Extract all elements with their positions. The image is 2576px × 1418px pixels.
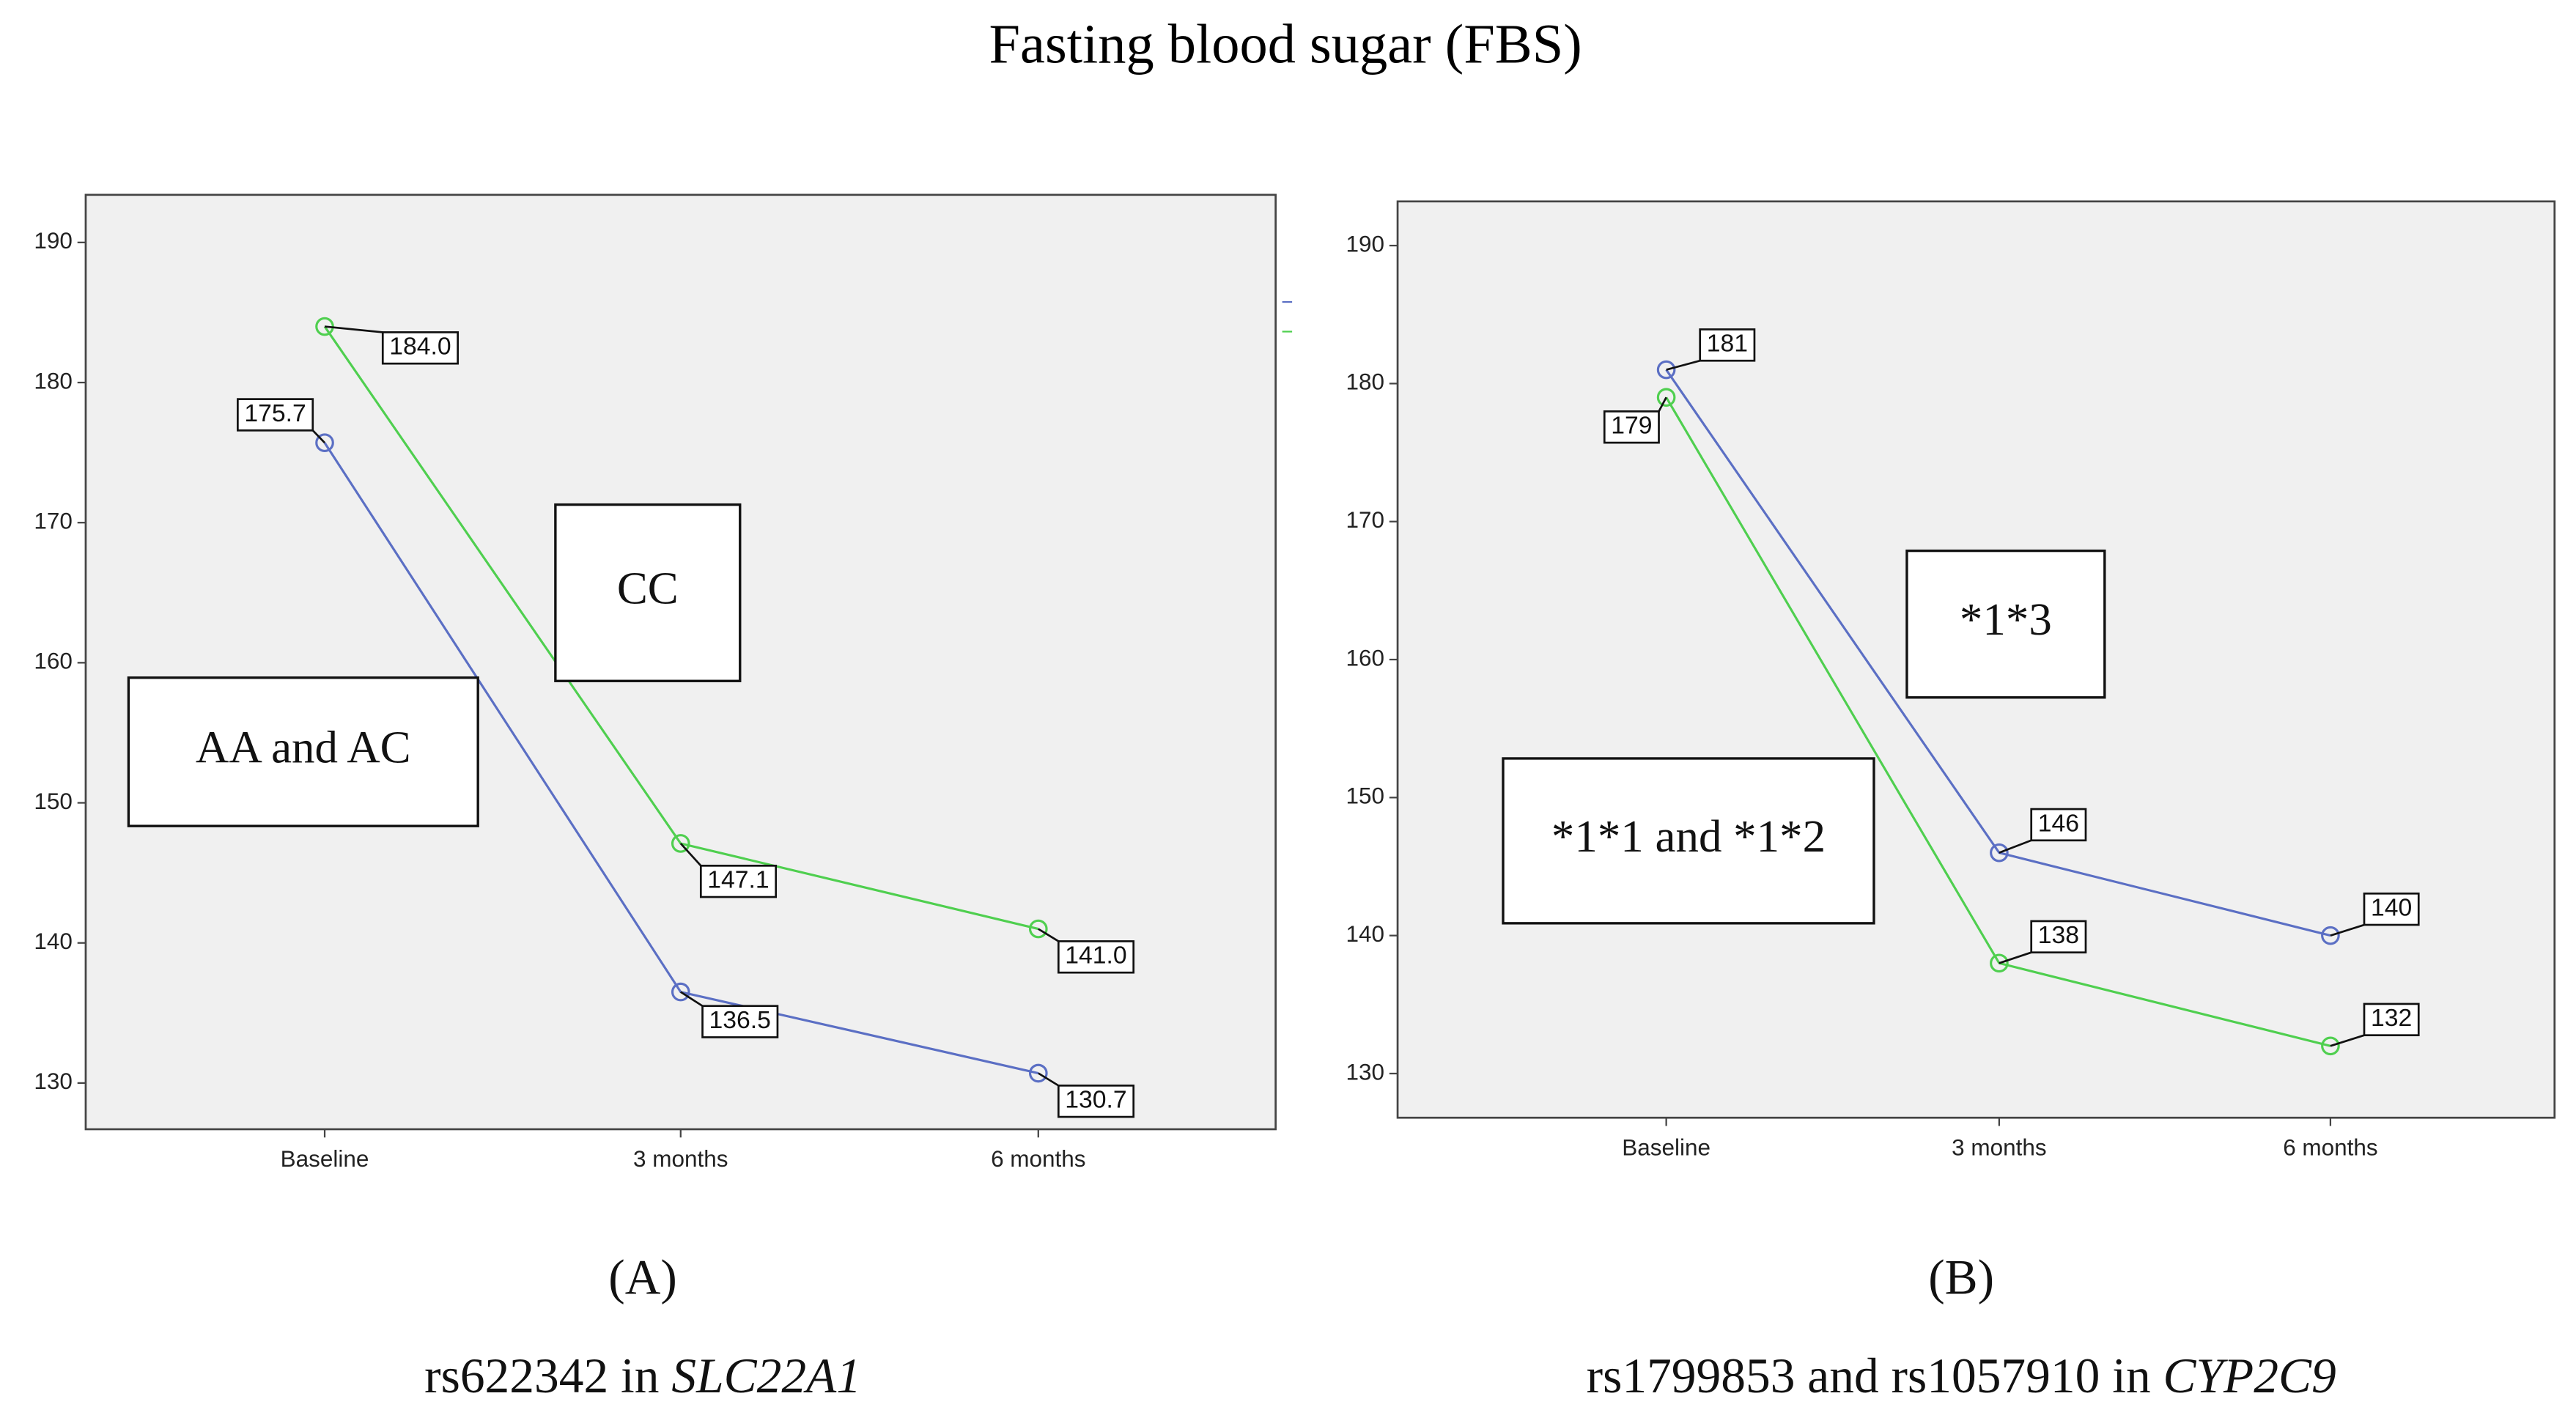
y-tick-label: 150: [1346, 783, 1385, 809]
data-label-box: [2363, 1002, 2420, 1037]
data-label: 136.5: [709, 1006, 771, 1034]
point-marker: [315, 433, 334, 453]
x-tick-label: 3 months: [1952, 1134, 2046, 1160]
y-tick-label: 130: [34, 1068, 73, 1094]
point-marker: [1990, 843, 2009, 863]
series-name: AA and AC: [196, 721, 411, 772]
data-label-box: [237, 398, 314, 432]
data-label: 132: [2371, 1004, 2412, 1032]
y-tick-label: 180: [1346, 369, 1385, 395]
caption-text: rs622342 in: [424, 1349, 671, 1404]
series-name-box: [127, 676, 479, 827]
x-tick-label: 3 months: [633, 1146, 728, 1172]
y-tick-label: 140: [34, 928, 73, 954]
series-name-box: [1502, 757, 1875, 925]
point-marker: [1028, 1063, 1048, 1083]
label-leader: [1999, 839, 2032, 854]
data-label: 141.0: [1065, 942, 1126, 970]
series-name: *1*1 and *1*2: [1551, 810, 1826, 862]
caption-gene: CYP2C9: [2163, 1349, 2336, 1404]
caption-text: rs1799853 and rs1057910 in: [1587, 1349, 2163, 1404]
panel-label: (A): [608, 1250, 677, 1305]
label-leader: [311, 429, 326, 444]
point-marker: [2321, 1036, 2340, 1056]
data-label: 175.7: [244, 399, 306, 427]
series-name-box: [554, 503, 742, 682]
y-tick-label: 160: [1346, 645, 1385, 671]
y-tick-label: 160: [34, 649, 73, 674]
series-name: *1*3: [1960, 594, 2052, 645]
x-tick-label: 6 months: [991, 1146, 1085, 1172]
x-tick-label: 6 months: [2283, 1134, 2377, 1160]
label-leader: [2330, 923, 2365, 937]
label-leader: [1038, 928, 1060, 942]
data-label: 130.7: [1065, 1086, 1126, 1114]
y-tick-label: 170: [1346, 507, 1385, 533]
point-marker: [1656, 360, 1676, 380]
series-line: [1665, 369, 2331, 937]
label-leader: [324, 325, 383, 333]
y-tick-label: 140: [1346, 921, 1385, 947]
panel-caption: rs1799853 and rs1057910 in CYP2C9: [1587, 1349, 2336, 1404]
series-line: [1665, 396, 2331, 1047]
y-tick-label: 150: [34, 789, 73, 814]
data-label-box: [699, 864, 778, 898]
point-marker: [2321, 926, 2340, 945]
label-leader: [1666, 359, 1701, 371]
data-label-box: [1603, 410, 1660, 444]
data-label-box: [2030, 808, 2087, 842]
label-leader: [1658, 396, 1667, 412]
x-tick-label: Baseline: [281, 1146, 369, 1172]
data-label: 184.0: [389, 333, 451, 361]
data-label: 181: [1707, 330, 1748, 358]
y-tick-label: 180: [34, 368, 73, 394]
data-label: 147.1: [707, 866, 769, 894]
series-name: CC: [617, 562, 679, 613]
panel-caption: rs622342 in SLC22A1: [424, 1349, 861, 1404]
data-label-box: [2030, 920, 2087, 954]
caption-gene: SLC22A1: [671, 1349, 861, 1404]
figure-title: Fasting blood sugar (FBS): [989, 12, 1582, 75]
point-marker: [671, 982, 690, 1002]
data-label-box: [701, 1005, 779, 1038]
panel-label: (B): [1928, 1250, 1994, 1305]
data-label-box: [1699, 328, 1756, 362]
data-label-box: [381, 331, 460, 365]
label-leader: [1999, 951, 2032, 964]
data-label: 140: [2371, 894, 2412, 922]
label-leader: [1038, 1072, 1060, 1087]
x-tick-label: Baseline: [1622, 1134, 1710, 1160]
y-tick-label: 190: [34, 228, 73, 254]
label-leader: [679, 843, 702, 867]
label-leader: [680, 991, 704, 1007]
data-label: 138: [2038, 921, 2079, 949]
data-label-box: [2363, 892, 2420, 926]
data-label-box: [1057, 940, 1135, 974]
point-marker: [671, 834, 690, 853]
point-marker: [1990, 953, 2009, 973]
point-marker: [1656, 388, 1676, 407]
y-tick-label: 190: [1346, 231, 1385, 256]
y-tick-label: 130: [1346, 1059, 1385, 1085]
y-tick-label: 170: [34, 509, 73, 534]
label-leader: [2330, 1034, 2365, 1047]
data-label: 179: [1611, 412, 1652, 440]
series-name-box: [1905, 549, 2106, 699]
data-label: 146: [2038, 809, 2079, 837]
point-marker: [1028, 919, 1048, 939]
data-label-box: [1057, 1085, 1135, 1118]
